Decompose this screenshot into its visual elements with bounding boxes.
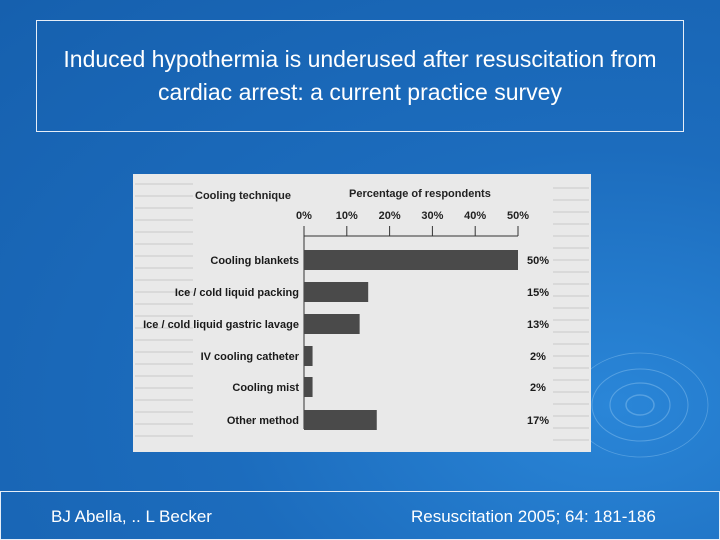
category-label: Cooling blankets	[210, 255, 299, 267]
value-label: 50%	[527, 255, 549, 267]
bar	[304, 314, 360, 334]
value-label: 15%	[527, 287, 549, 299]
bar	[304, 346, 313, 366]
category-label: Cooling mist	[232, 382, 299, 394]
bar	[304, 377, 313, 397]
x-tick-label: 20%	[379, 210, 401, 222]
x-tick-label: 40%	[464, 210, 486, 222]
value-label: 17%	[527, 415, 549, 427]
scanned-chart-figure: Cooling technique Percentage of responde…	[133, 174, 591, 452]
journal-citation: Resuscitation 2005; 64: 181-186	[411, 507, 656, 526]
category-header: Cooling technique	[195, 190, 291, 202]
bar	[304, 410, 377, 430]
value-header: Percentage of respondents	[349, 188, 491, 200]
x-tick-label: 10%	[336, 210, 358, 222]
bar-chart: Cooling technique Percentage of responde…	[135, 183, 589, 441]
x-tick-label: 0%	[296, 210, 312, 222]
value-label: 2%	[530, 351, 546, 363]
bar	[304, 250, 518, 270]
value-label: 2%	[530, 382, 546, 394]
x-tick-label: 50%	[507, 210, 529, 222]
category-label: Ice / cold liquid packing	[175, 287, 299, 299]
category-label: Ice / cold liquid gastric lavage	[143, 319, 299, 331]
x-tick-label: 30%	[421, 210, 443, 222]
category-label: IV cooling catheter	[201, 351, 300, 363]
footer: BJ Abella, .. L Becker Resuscitation 200…	[0, 491, 720, 540]
value-label: 13%	[527, 319, 549, 331]
bar	[304, 282, 369, 302]
authors-citation: BJ Abella, .. L Becker	[51, 507, 212, 526]
category-label: Other method	[227, 415, 299, 427]
slide-title: Induced hypothermia is underused after r…	[36, 20, 684, 132]
